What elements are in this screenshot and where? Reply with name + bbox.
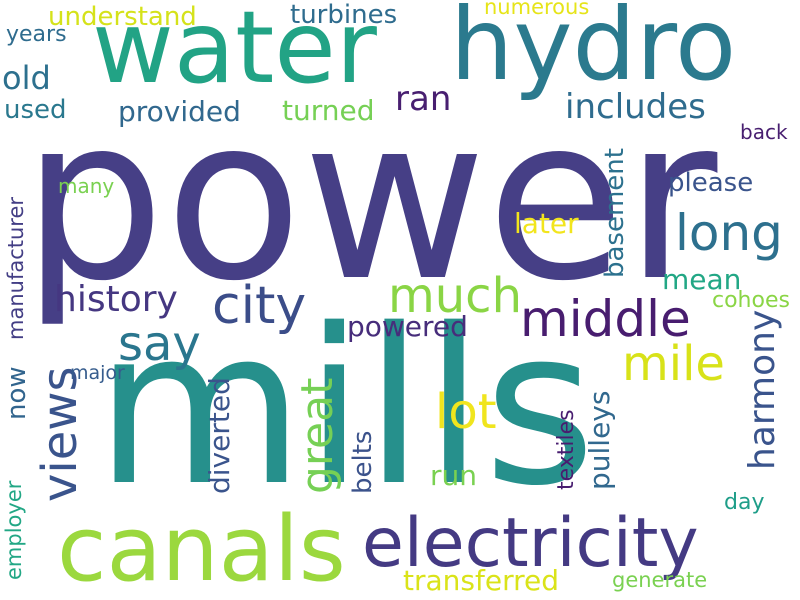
word-long: long [675, 204, 783, 262]
word-lot: lot [435, 384, 497, 440]
word-canals: canals [57, 497, 346, 600]
word-used: used [4, 95, 67, 125]
word-mean: mean [662, 263, 742, 296]
word-views: views [32, 366, 88, 502]
word-back: back [740, 120, 788, 144]
word-turbines: turbines [290, 0, 398, 30]
word-manufacturer: manufacturer [4, 196, 28, 340]
word-textiles: textiles [554, 409, 579, 490]
word-employer: employer [2, 480, 26, 580]
word-now: now [2, 366, 32, 420]
word-please: please [668, 168, 754, 198]
word-middle: middle [520, 290, 691, 348]
word-mills: mills [95, 282, 596, 533]
word-run: run [430, 459, 478, 492]
word-provided: provided [118, 95, 241, 128]
word-generate: generate [612, 568, 708, 592]
word-major: major [70, 362, 125, 384]
word-mile: mile [622, 336, 725, 392]
word-water: water [92, 0, 377, 106]
word-great: great [292, 377, 343, 494]
word-pulleys: pulleys [583, 390, 616, 490]
word-cohoes: cohoes [712, 288, 790, 313]
word-years: years [6, 22, 67, 47]
word-numerous: numerous [484, 0, 590, 19]
word-includes: includes [565, 87, 706, 127]
word-powered: powered [347, 310, 468, 343]
word-day: day [724, 490, 765, 515]
word-diverted: diverted [203, 377, 236, 494]
word-hydro: hydro [450, 0, 737, 103]
word-ran: ran [395, 79, 452, 119]
word-much: much [388, 268, 522, 324]
word-basement: basement [600, 148, 630, 278]
word-turned: turned [282, 94, 375, 127]
word-power: power [22, 69, 718, 331]
word-electricity: electricity [362, 504, 699, 583]
word-understand: understand [48, 2, 197, 32]
word-history: history [54, 279, 178, 320]
word-harmony: harmony [742, 309, 783, 470]
word-old: old [2, 59, 51, 97]
word-city: city [212, 276, 307, 336]
word-many: many [58, 174, 115, 198]
word-transferred: transferred [403, 564, 559, 597]
word-belts: belts [348, 430, 378, 494]
word-later: later [514, 207, 579, 240]
word-say: say [118, 316, 201, 372]
